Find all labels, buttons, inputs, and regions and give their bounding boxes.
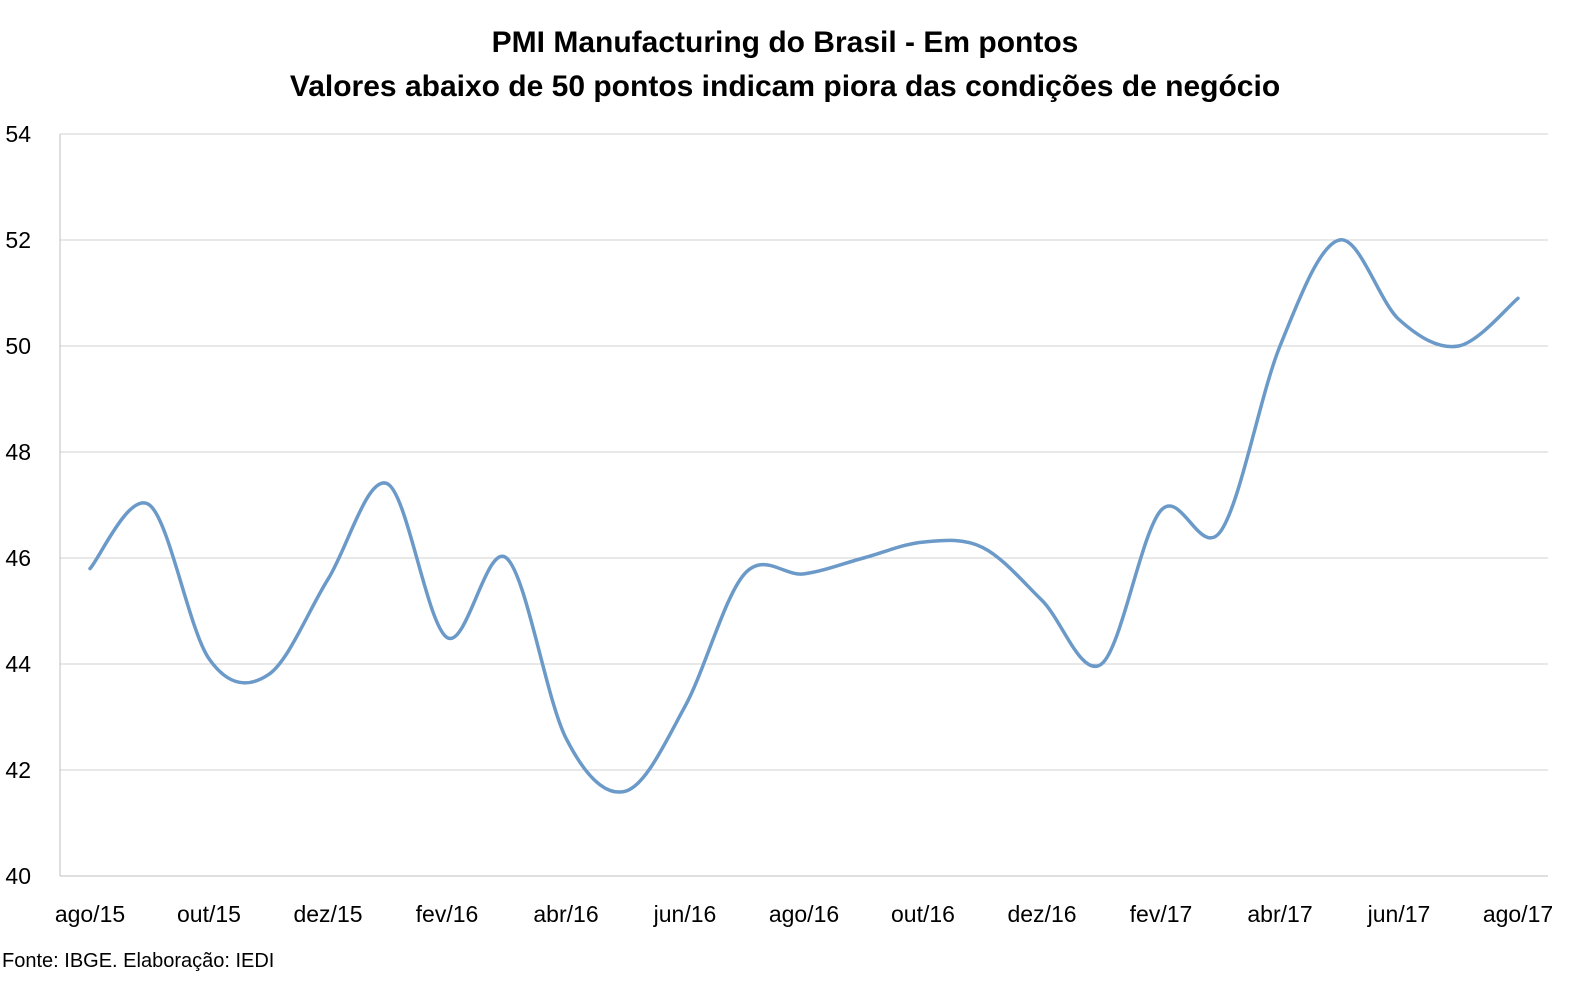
data-point-ago/15	[88, 567, 92, 571]
series-group	[88, 238, 1520, 794]
x-tick-label: jun/17	[1367, 901, 1431, 927]
data-point-abr/16	[564, 736, 568, 740]
chart-title: PMI Manufacturing do Brasil - Em pontos	[492, 26, 1079, 59]
y-tick-label: 54	[5, 121, 31, 147]
x-tick-label: ago/17	[1483, 901, 1553, 927]
data-point-mai/16	[624, 789, 627, 793]
data-point-set/16	[862, 556, 865, 560]
data-point-jul/17	[1457, 344, 1460, 348]
x-tick-label: dez/16	[1007, 901, 1076, 927]
data-point-dez/16	[1040, 598, 1044, 602]
data-point-jan/17	[1100, 662, 1103, 666]
chart-subtitle: Valores abaixo de 50 pontos indicam pior…	[290, 70, 1280, 103]
x-tick-label: dez/15	[293, 901, 362, 927]
x-tick-label: jun/16	[653, 901, 717, 927]
data-point-jun/16	[683, 704, 687, 708]
y-tick-label: 52	[5, 227, 31, 253]
x-tick-label: abr/17	[1247, 901, 1312, 927]
axes	[59, 134, 1548, 877]
data-point-mar/17	[1219, 530, 1222, 533]
x-tick-label: ago/15	[55, 901, 125, 927]
data-point-mar/16	[505, 556, 508, 560]
x-tick-label: abr/16	[533, 901, 598, 927]
y-tick-label: 50	[5, 333, 31, 359]
y-tick-label: 42	[5, 757, 31, 783]
data-point-abr/17	[1278, 344, 1282, 348]
data-point-fev/17	[1159, 508, 1163, 512]
series-line	[88, 238, 1520, 794]
x-tick-label: out/15	[177, 901, 241, 927]
data-point-fev/16	[445, 636, 449, 639]
x-tick-label: fev/17	[1130, 901, 1193, 927]
y-tick-label: 40	[5, 863, 31, 889]
data-point-dez/15	[326, 577, 330, 581]
data-point-nov/16	[981, 545, 984, 549]
data-point-out/15	[207, 657, 211, 661]
data-point-set/15	[148, 503, 151, 507]
data-point-out/16	[921, 540, 925, 544]
y-axis-ticks: 40 42 44 46 48 50 52 54	[5, 121, 31, 889]
x-tick-label: fev/16	[416, 901, 479, 927]
data-point-jun/17	[1397, 318, 1401, 321]
data-point-jul/16	[743, 572, 746, 576]
y-tick-label: 48	[5, 439, 31, 465]
x-axis-ticks: ago/15 out/15 dez/15 fev/16 abr/16 jun/16 ago/…	[55, 901, 1553, 927]
data-point-ago/16	[802, 572, 806, 576]
data-point-mai/17	[1338, 238, 1341, 242]
y-tick-label: 44	[5, 651, 31, 677]
x-tick-label: ago/16	[769, 901, 839, 927]
data-point-jan/16	[386, 482, 389, 486]
y-tick-label: 46	[5, 545, 31, 571]
source-note: Fonte: IBGE. Elaboração: IEDI	[2, 950, 275, 972]
data-point-nov/15	[267, 673, 270, 677]
gridlines	[60, 133, 1548, 771]
data-point-ago/17	[1516, 296, 1520, 300]
x-tick-label: out/16	[891, 901, 955, 927]
